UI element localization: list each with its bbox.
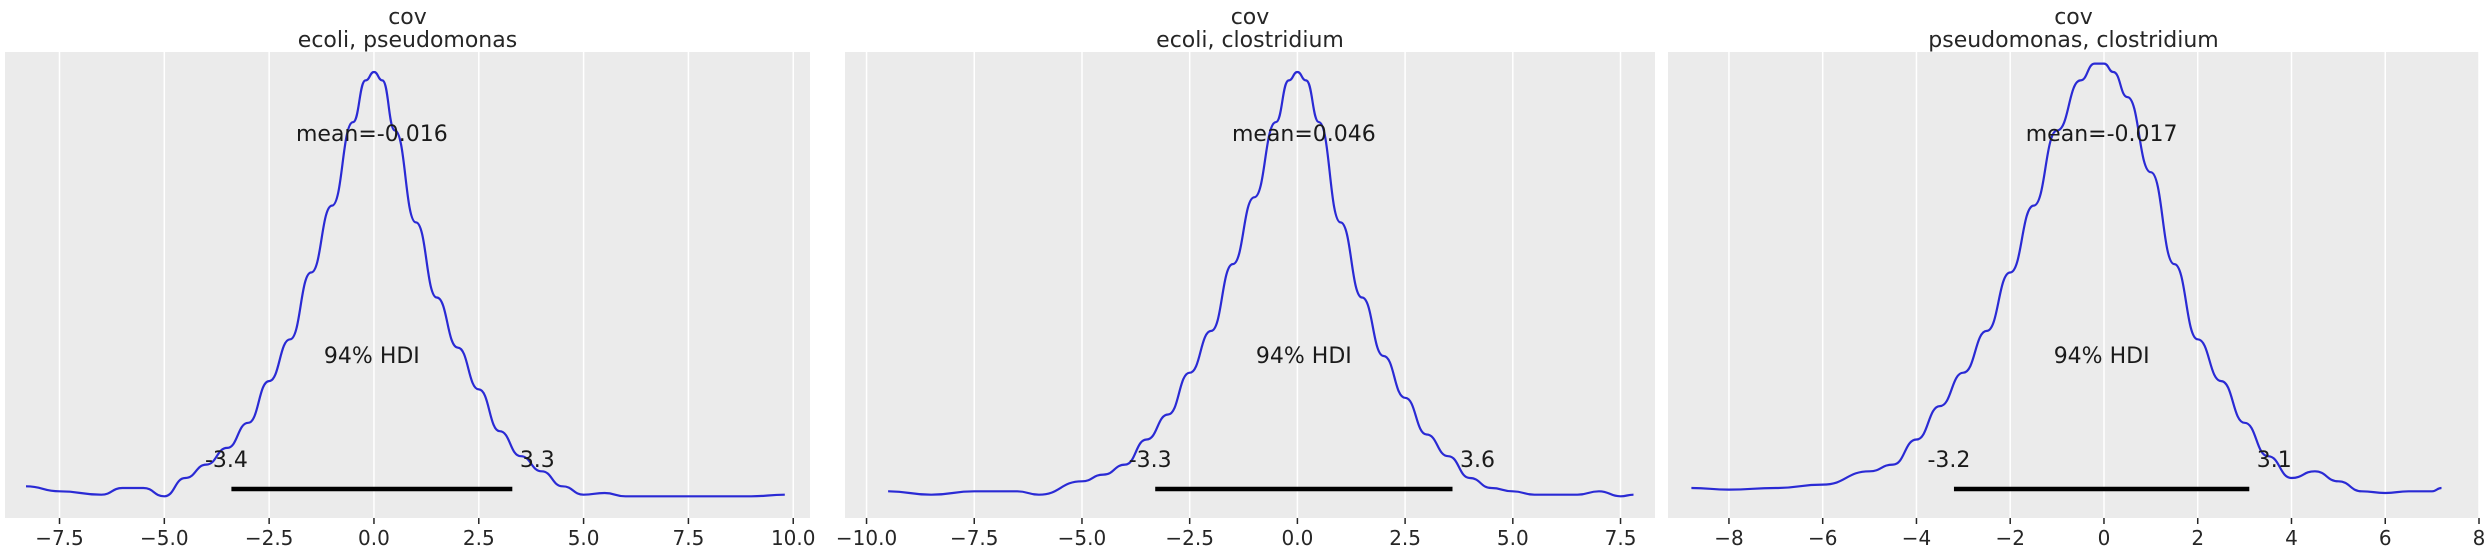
x-tick-label: 0.0 (358, 526, 390, 550)
x-tick-label: −7.5 (35, 526, 84, 550)
chart-title: cov (2054, 5, 2093, 30)
hdi-label: 94% HDI (324, 344, 420, 369)
plot-area (5, 52, 810, 518)
x-tick-label: 5.0 (568, 526, 600, 550)
hdi-label: 94% HDI (2054, 344, 2150, 369)
x-tick-label: 4 (2285, 526, 2298, 550)
x-tick-label: 2.5 (1389, 526, 1421, 550)
x-tick-label: −8 (1714, 526, 1743, 550)
x-tick-label: −7.5 (950, 526, 999, 550)
density-curve (1691, 62, 2442, 495)
x-tick-label: −2.5 (245, 526, 294, 550)
x-tick-label: 7.5 (673, 526, 705, 550)
hdi-high-label: 3.6 (1460, 448, 1495, 473)
x-tick-label: 0.0 (1281, 526, 1313, 550)
chart-title: cov (1231, 5, 1270, 30)
x-tick-label: −2.5 (1165, 526, 1214, 550)
density-curve (888, 70, 1634, 498)
x-tick-label: 2 (2191, 526, 2204, 550)
density-curve (25, 70, 785, 498)
hdi-high-label: 3.3 (520, 448, 555, 473)
x-tick-label: 6 (2379, 526, 2392, 550)
x-tick-label: −5.0 (140, 526, 189, 550)
x-tick-label: 8 (2473, 526, 2484, 550)
chart-subtitle: ecoli, pseudomonas (298, 28, 517, 53)
hdi-low-label: -3.3 (1129, 448, 1172, 473)
hdi-low-label: -3.4 (205, 448, 248, 473)
plot-area (1668, 52, 2479, 518)
x-tick-label: 5.0 (1497, 526, 1529, 550)
mean-label: mean=-0.016 (296, 122, 448, 147)
x-tick-label: 0 (2098, 526, 2111, 550)
x-tick-label: 2.5 (463, 526, 495, 550)
chart-subtitle: ecoli, clostridium (1156, 28, 1344, 53)
x-tick-label: −6 (1808, 526, 1837, 550)
x-tick-label: −2 (1995, 526, 2024, 550)
hdi-high-label: 3.1 (2257, 448, 2292, 473)
x-tick-label: 10.0 (771, 526, 816, 550)
mean-label: mean=-0.017 (2026, 122, 2178, 147)
chart-title: cov (388, 5, 427, 30)
x-tick-label: 7.5 (1605, 526, 1637, 550)
hdi-low-label: -3.2 (1927, 448, 1970, 473)
hdi-label: 94% HDI (1256, 344, 1352, 369)
chart-subtitle: pseudomonas, clostridium (1928, 28, 2218, 53)
plot-area (845, 52, 1655, 518)
x-tick-label: −10.0 (836, 526, 897, 550)
mean-label: mean=0.046 (1232, 122, 1376, 147)
x-tick-label: −4 (1902, 526, 1931, 550)
x-tick-label: −5.0 (1058, 526, 1107, 550)
